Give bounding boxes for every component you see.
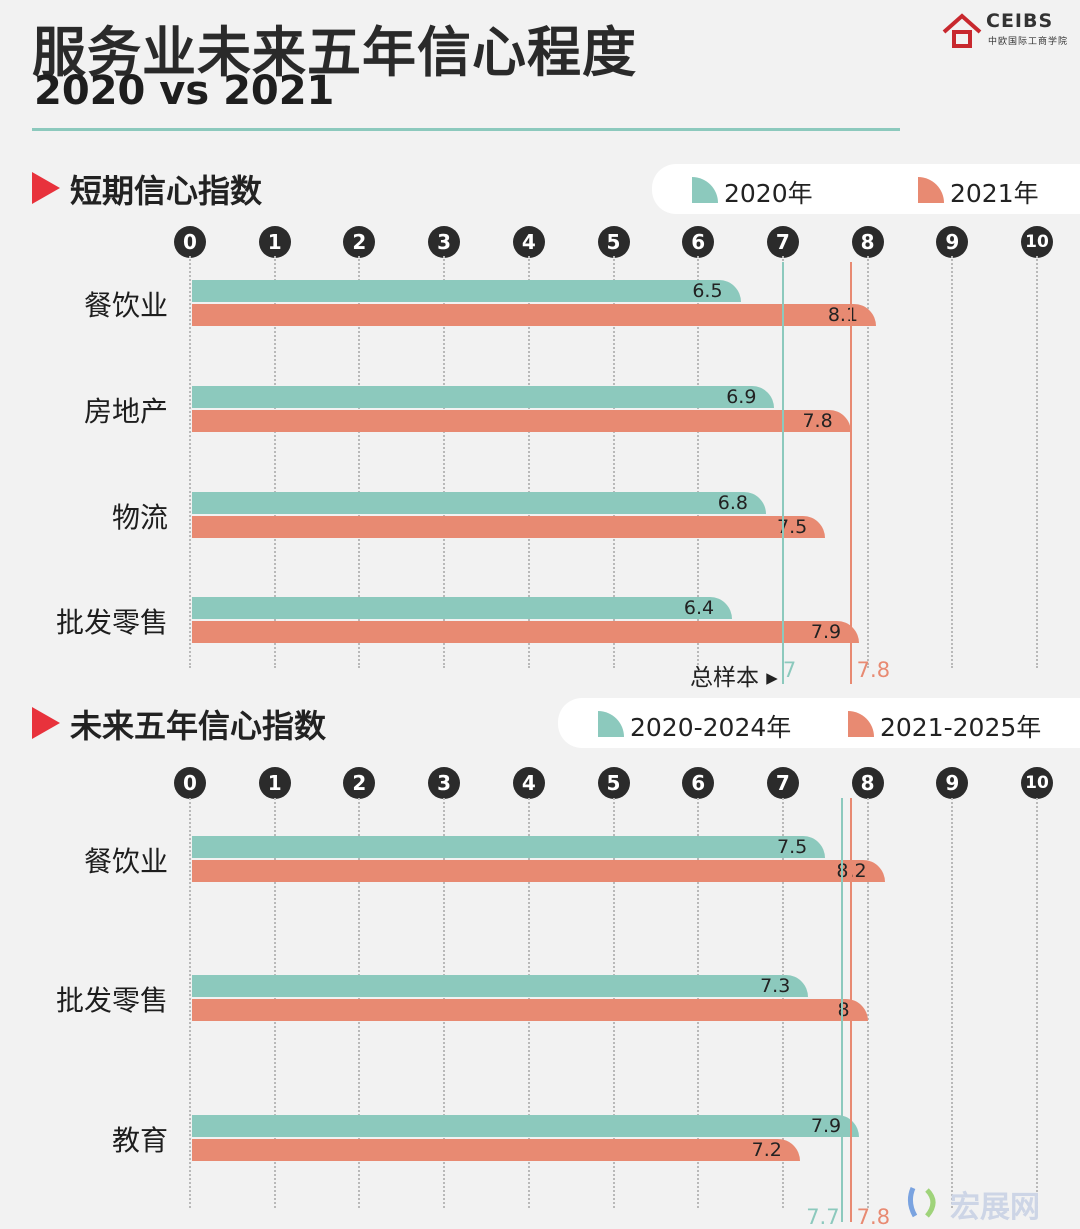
axis-tick-label: 1	[259, 226, 291, 258]
axis-tick-label: 3	[428, 226, 460, 258]
axis-tick-label: 4	[513, 226, 545, 258]
section-title-short-term: 短期信心指数	[70, 166, 262, 212]
gridline	[189, 256, 191, 668]
data-label: 7.3	[740, 975, 790, 997]
axis-tick-label: 5	[598, 226, 630, 258]
axis-tick-label: 0	[174, 767, 206, 799]
data-label: 7.8	[783, 410, 833, 432]
title-divider	[32, 128, 900, 131]
category-label: 房地产	[28, 390, 168, 430]
bar-teal	[192, 280, 741, 302]
axis-tick-label: 7	[767, 767, 799, 799]
legend-short-term: 2020年 2021年	[652, 164, 1080, 214]
bar-teal	[192, 975, 808, 997]
bar-salmon	[192, 410, 851, 432]
axis-tick-label: 0	[174, 226, 206, 258]
reference-line	[850, 798, 852, 1222]
reference-line	[782, 262, 784, 684]
gridline	[951, 256, 953, 668]
data-label: 7.5	[757, 836, 807, 858]
bar-teal	[192, 492, 766, 514]
legend-label-2020-2024: 2020-2024年	[630, 708, 791, 744]
category-label: 餐饮业	[28, 284, 168, 324]
legend-label-2021: 2021年	[950, 174, 1039, 210]
data-label: 6.5	[673, 280, 723, 302]
data-label: 6.9	[706, 386, 756, 408]
logo-subtext: 中欧国际工商学院	[988, 34, 1068, 47]
axis-tick-label: 2	[343, 767, 375, 799]
gridline	[1036, 798, 1038, 1208]
data-label: 6.4	[664, 597, 714, 619]
axis-tick-label: 4	[513, 767, 545, 799]
axis-tick-label: 10	[1021, 226, 1053, 258]
axis-tick-label: 8	[852, 767, 884, 799]
logo-text: CEIBS	[986, 10, 1053, 32]
watermark-text: 宏展网	[950, 1182, 1040, 1226]
gridline	[189, 798, 191, 1208]
bar-teal	[192, 597, 732, 619]
category-label: 物流	[28, 496, 168, 536]
axis-tick-label: 3	[428, 767, 460, 799]
axis-tick-label: 8	[852, 226, 884, 258]
bar-salmon	[192, 999, 868, 1021]
reference-value-label: 7.8	[857, 658, 890, 682]
reference-value-label: 7.8	[857, 1205, 890, 1229]
data-label: 6.8	[698, 492, 748, 514]
page-subtitle: 2020 vs 2021	[34, 68, 334, 114]
axis-tick-label: 7	[767, 226, 799, 258]
data-label: 7.9	[791, 1115, 841, 1137]
reference-value-label: 7	[783, 658, 796, 682]
category-label: 教育	[28, 1119, 168, 1159]
category-label: 餐饮业	[28, 840, 168, 880]
bar-teal	[192, 386, 774, 408]
bar-teal	[192, 836, 825, 858]
legend-swatch-teal	[692, 177, 718, 203]
axis-tick-label: 6	[682, 767, 714, 799]
legend-five-year: 2020-2024年 2021-2025年	[558, 698, 1080, 748]
axis-tick-label: 9	[936, 767, 968, 799]
data-label: 7.2	[732, 1139, 782, 1161]
section-title-five-year: 未来五年信心指数	[70, 701, 326, 747]
reference-line	[841, 798, 843, 1222]
gridline	[1036, 256, 1038, 668]
reference-line	[850, 262, 852, 684]
bar-salmon	[192, 1139, 800, 1161]
bar-teal	[192, 1115, 859, 1137]
category-label: 批发零售	[28, 601, 168, 641]
bar-salmon	[192, 304, 876, 326]
legend-label-2021-2025: 2021-2025年	[880, 708, 1041, 744]
legend-swatch-salmon	[848, 711, 874, 737]
axis-tick-label: 5	[598, 767, 630, 799]
section-marker-icon	[32, 707, 60, 739]
legend-label-2020: 2020年	[724, 174, 813, 210]
data-label: 7.9	[791, 621, 841, 643]
axis-tick-label: 6	[682, 226, 714, 258]
reference-label: 总样本 ▸	[690, 658, 778, 692]
axis-tick-label: 2	[343, 226, 375, 258]
bar-salmon	[192, 516, 825, 538]
section-marker-icon	[32, 172, 60, 204]
axis-tick-label: 10	[1021, 767, 1053, 799]
legend-swatch-teal	[598, 711, 624, 737]
watermark-icon	[905, 1182, 945, 1222]
axis-tick-label: 1	[259, 767, 291, 799]
category-label: 批发零售	[28, 979, 168, 1019]
axis-tick-label: 9	[936, 226, 968, 258]
bar-salmon	[192, 860, 885, 882]
gridline	[951, 798, 953, 1208]
reference-value-label: 7.7	[806, 1205, 839, 1229]
bar-salmon	[192, 621, 859, 643]
legend-swatch-salmon	[918, 177, 944, 203]
